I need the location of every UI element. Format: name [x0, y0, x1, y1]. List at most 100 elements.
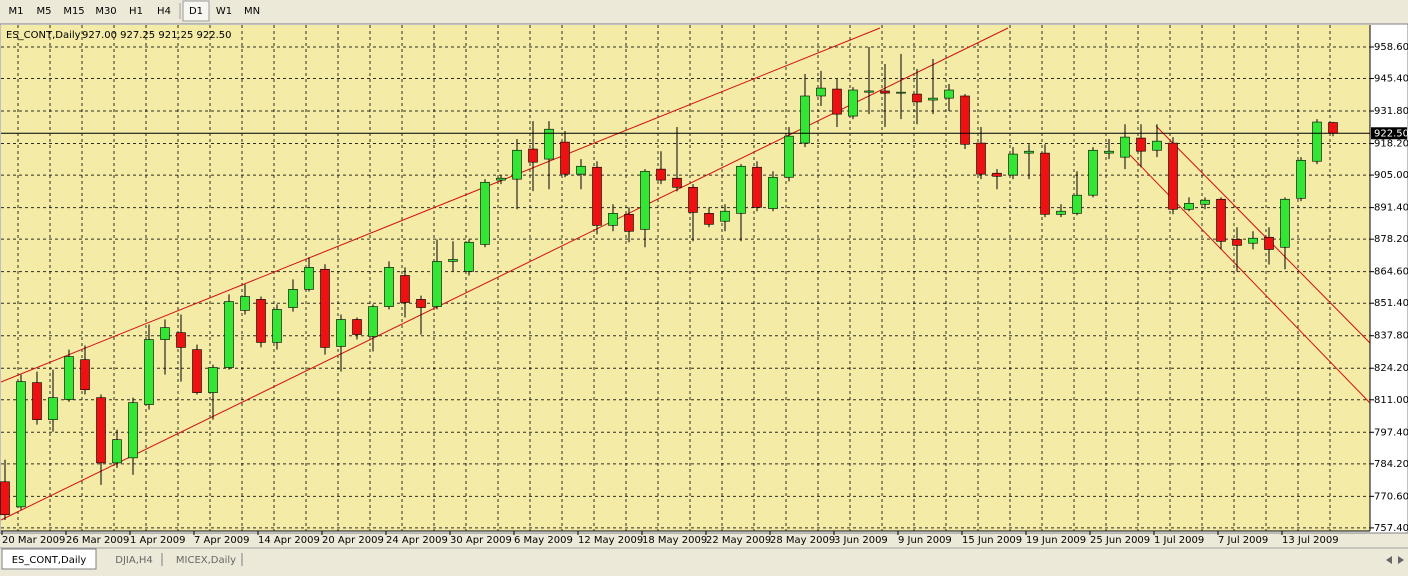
timeframe-label[interactable]: H4	[157, 6, 171, 17]
candle-body	[512, 149, 522, 180]
timeframe-button[interactable]	[59, 1, 89, 21]
timeframe-button[interactable]	[239, 1, 265, 21]
timeframe-label[interactable]: D1	[189, 6, 203, 17]
candle-body	[880, 90, 890, 94]
candle-body	[128, 402, 138, 459]
tab-label[interactable]: MICEX,Daily	[176, 555, 236, 566]
x-tick-label: 12 May 2009	[578, 535, 643, 546]
candle-body	[496, 177, 506, 181]
x-tick-label: 25 Jun 2009	[1090, 535, 1150, 546]
candle-body	[752, 166, 762, 208]
trend-line	[1155, 125, 1371, 344]
candle-body	[256, 299, 266, 343]
candle-body	[176, 332, 186, 348]
x-tick-label: 22 May 2009	[706, 535, 771, 546]
candle-body	[1328, 122, 1338, 134]
candle-body	[976, 142, 986, 175]
candle-body	[544, 128, 554, 160]
y-tick-label: 891.40	[1374, 203, 1408, 214]
timeframe-label[interactable]: MN	[244, 6, 260, 17]
candle-body	[688, 186, 698, 213]
candle-body	[384, 267, 394, 307]
candle-body	[592, 166, 602, 226]
timeframe-label[interactable]: M5	[37, 6, 52, 17]
x-tick-label: 1 Apr 2009	[130, 535, 185, 546]
candle-body	[32, 382, 42, 420]
candle-body	[1136, 137, 1146, 152]
candle-body	[464, 241, 474, 272]
candle-body	[1072, 194, 1082, 214]
candle-body	[816, 87, 826, 97]
candle-body	[560, 141, 570, 175]
chart-tabs: ES_CONT,Daily DJIA,H4 MICEX,Daily	[1, 548, 243, 570]
candle-body	[192, 349, 202, 393]
timeframe-button[interactable]	[91, 1, 121, 21]
timeframe-label[interactable]: H1	[129, 6, 143, 17]
candle-body	[480, 181, 490, 245]
y-tick-label: 905.00	[1374, 170, 1408, 181]
y-tick-label: 851.40	[1374, 298, 1408, 309]
y-tick-label: 958.60	[1374, 42, 1408, 53]
price-label-bg	[1371, 127, 1407, 140]
candle-body	[992, 172, 1002, 177]
x-tick-label: 9 Jun 2009	[898, 535, 952, 546]
timeframe-button[interactable]	[151, 1, 177, 21]
timeframe-label[interactable]: M15	[63, 6, 84, 17]
candle-body	[864, 90, 874, 93]
price-label: 922.50	[1374, 128, 1408, 139]
plot-area	[1, 25, 1370, 531]
candles	[0, 46, 1370, 521]
candle-body	[400, 275, 410, 303]
candle-body	[832, 88, 842, 115]
candle-body	[16, 381, 26, 508]
candle-body	[960, 95, 970, 145]
timeframe-button[interactable]	[3, 1, 29, 21]
timeframe-button[interactable]	[211, 1, 237, 21]
candle-body	[1056, 210, 1066, 215]
candle-body	[1104, 150, 1114, 154]
candle-body	[1184, 203, 1194, 210]
candle-body	[784, 135, 794, 178]
timeframe-button[interactable]	[182, 0, 210, 22]
candle-body	[1040, 152, 1050, 215]
candle-body	[1168, 142, 1178, 210]
candle-body	[1024, 150, 1034, 154]
timeframe-label[interactable]: M1	[9, 6, 24, 17]
candle-body	[272, 309, 282, 343]
axes: 757.40 770.60 784.20 797.40 811.00 824.20 837.…	[1, 42, 1408, 546]
candle-body	[1264, 236, 1274, 250]
trend-line	[0, 27, 881, 383]
candle-body	[320, 268, 330, 348]
candle-body	[768, 176, 778, 209]
tab-label[interactable]: DJIA,H4	[115, 555, 153, 566]
timeframe-label[interactable]: M30	[95, 6, 116, 17]
candle-body	[1088, 149, 1098, 196]
y-tick-label: 878.20	[1374, 234, 1408, 245]
timeframe-label[interactable]: W1	[216, 6, 232, 17]
y-tick-label: 784.20	[1374, 459, 1408, 470]
x-tick-label: 7 Apr 2009	[194, 535, 249, 546]
scroll-left[interactable]	[1386, 556, 1392, 564]
x-tick-label: 7 Jul 2009	[1218, 535, 1268, 546]
candle-body	[640, 170, 650, 230]
candle-body	[912, 93, 922, 103]
y-tick-label: 824.20	[1374, 363, 1408, 374]
scroll-right[interactable]	[1398, 556, 1404, 564]
y-tick-label: 864.60	[1374, 267, 1408, 278]
y-tick-label: 837.80	[1374, 331, 1408, 342]
timeframe-button[interactable]	[31, 1, 57, 21]
timeframe-button[interactable]	[123, 1, 149, 21]
candle-body	[416, 299, 426, 308]
tab-active[interactable]	[1, 548, 97, 570]
candle-body	[160, 327, 170, 340]
candle-body	[896, 91, 906, 94]
candle-body	[208, 367, 218, 393]
candle-body	[288, 289, 298, 308]
x-tick-label: 15 Jun 2009	[962, 535, 1022, 546]
tab-label[interactable]: ES_CONT,Daily	[12, 555, 87, 566]
candle-body	[736, 165, 746, 214]
candle-body	[240, 296, 250, 311]
candle-body	[720, 210, 730, 222]
candle-body	[1312, 121, 1322, 162]
